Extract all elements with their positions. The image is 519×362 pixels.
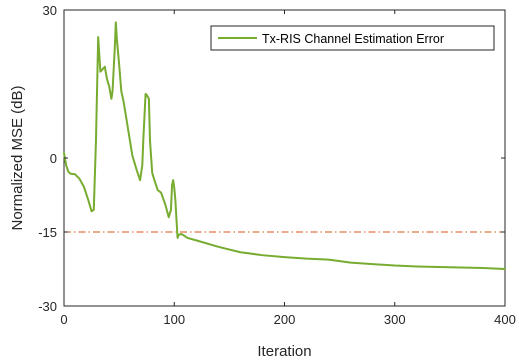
- x-tick-label: 200: [274, 312, 296, 327]
- plot-area: 0 100 200 300 400 -30 -15 0 30: [38, 3, 516, 327]
- y-tick-label: -30: [38, 299, 57, 314]
- series-line-0: [63, 21, 506, 270]
- legend: Tx-RIS Channel Estimation Error: [210, 25, 495, 51]
- x-tick-label: 300: [384, 312, 406, 327]
- x-tick-label: 0: [60, 312, 67, 327]
- x-axis-label: Iteration: [257, 343, 311, 360]
- legend-box: [210, 25, 495, 51]
- y-axis-label: Normalized MSE (dB): [9, 85, 26, 230]
- legend-label: Tx-RIS Channel Estimation Error: [262, 32, 444, 46]
- y-tick-label: 0: [50, 151, 57, 166]
- y-tick-label: -15: [38, 225, 57, 240]
- x-tick-label: 100: [163, 312, 185, 327]
- axis-layer: 0 100 200 300 400 -30 -15 0 30: [38, 3, 516, 327]
- series-layer: [63, 21, 506, 270]
- y-tick-label: 30: [43, 3, 57, 18]
- plot-frame: [63, 9, 506, 307]
- x-tick-label: 400: [494, 312, 516, 327]
